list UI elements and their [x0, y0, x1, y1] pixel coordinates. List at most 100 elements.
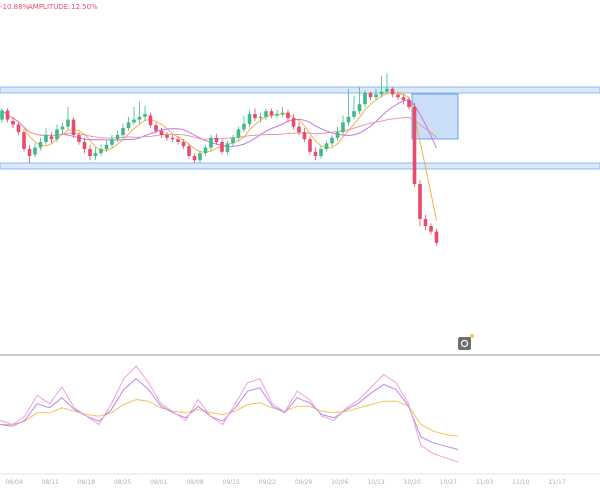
candle	[121, 123, 125, 138]
x-tick-label: 10/13	[367, 479, 384, 486]
candle	[242, 115, 246, 133]
x-tick-label: 08/11	[42, 479, 59, 486]
candle	[16, 122, 21, 135]
candle	[352, 95, 356, 120]
candle	[170, 135, 175, 142]
x-tick-label: 09/15	[223, 479, 240, 486]
x-tick-label: 11/17	[548, 479, 565, 486]
candle	[165, 132, 169, 141]
x-tick-label: 11/10	[512, 479, 529, 486]
candle	[247, 109, 252, 127]
oscillator-panel	[0, 365, 459, 463]
candle	[77, 132, 81, 145]
candle	[429, 223, 433, 235]
x-tick-label: 11/03	[476, 479, 493, 486]
candle	[203, 144, 208, 156]
candle	[154, 122, 158, 134]
candle	[269, 108, 274, 119]
x-tick-label: 09/08	[186, 479, 203, 486]
candle	[33, 143, 37, 158]
x-axis: 08/04 08/11 08/18 08/25 09/01 09/08 09/15 09/22…	[5, 479, 565, 486]
change-percent: -10.88%	[0, 3, 30, 11]
candle	[209, 135, 213, 151]
candle	[308, 136, 312, 155]
candle	[379, 76, 384, 98]
candle	[148, 112, 153, 128]
candle	[236, 126, 241, 141]
candle	[258, 112, 263, 123]
x-tick-label: 10/20	[404, 479, 421, 486]
candle	[104, 140, 109, 152]
candle	[115, 130, 120, 142]
candle	[341, 115, 345, 135]
candle	[374, 88, 378, 100]
candle	[49, 132, 54, 144]
candle	[143, 105, 147, 121]
candle	[220, 139, 224, 155]
candle	[60, 122, 65, 134]
candle	[330, 135, 334, 147]
candle	[434, 228, 439, 246]
candle	[396, 91, 400, 100]
candle	[313, 147, 318, 161]
candle	[214, 133, 219, 145]
candle	[176, 136, 180, 145]
candle	[132, 107, 136, 126]
candle	[363, 90, 367, 107]
candle	[93, 147, 98, 161]
candle	[5, 108, 10, 123]
amplitude-value: 12.50%	[71, 3, 98, 11]
candle	[264, 108, 268, 120]
settings-icon[interactable]	[458, 334, 474, 350]
candle	[275, 109, 279, 119]
candle	[44, 128, 48, 145]
amplitude-label: AMPLITUDE:	[28, 3, 71, 11]
candle	[55, 124, 59, 142]
candle	[280, 107, 285, 117]
moving-averages	[1, 92, 437, 221]
candle	[88, 144, 92, 161]
oscillator-series-1-line	[0, 365, 459, 463]
candles	[0, 73, 439, 246]
candle	[324, 140, 329, 152]
ma-mid-line	[1, 99, 437, 149]
candle	[27, 144, 32, 163]
candle	[401, 94, 406, 105]
candle	[71, 117, 76, 138]
candle	[181, 139, 186, 149]
candle	[319, 146, 323, 159]
x-tick-label: 10/06	[331, 479, 348, 486]
resistance-band	[0, 86, 600, 94]
candle	[335, 126, 340, 141]
candle	[99, 144, 103, 156]
candle	[159, 128, 164, 138]
candle	[126, 116, 131, 131]
candle	[137, 101, 142, 124]
candle	[0, 108, 4, 123]
candle	[225, 140, 230, 155]
candle	[368, 91, 373, 100]
candle	[192, 153, 197, 163]
selection-box[interactable]	[411, 93, 459, 140]
x-tick-label: 09/22	[259, 479, 276, 486]
candle	[110, 135, 114, 148]
ma-short-line	[1, 92, 437, 221]
x-tick-label: 08/04	[5, 479, 22, 486]
support-band	[0, 162, 600, 170]
oscillator-series-3-line	[0, 398, 459, 437]
candle	[407, 97, 411, 110]
x-tick-label: 10/27	[440, 479, 457, 486]
candle	[286, 109, 290, 123]
x-tick-label: 09/01	[150, 479, 167, 486]
x-tick-label: 08/25	[114, 479, 131, 486]
candle	[231, 135, 235, 147]
candle	[11, 116, 15, 128]
candle	[22, 129, 26, 152]
candle	[297, 122, 301, 135]
candle	[385, 73, 389, 95]
candle	[38, 137, 43, 151]
candle	[187, 143, 191, 159]
candle	[346, 88, 351, 126]
